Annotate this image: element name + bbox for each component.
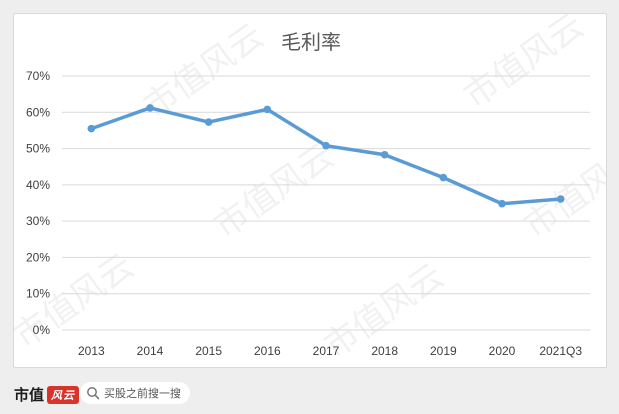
data-point xyxy=(263,105,272,114)
x-tick-label: 2018 xyxy=(371,344,398,358)
x-tick-label: 2013 xyxy=(78,344,105,358)
line-chart: 毛利率 0% 10% 20% 30% 40% 50% 60% 70% 2013 2014 2015… xyxy=(26,31,590,358)
x-tick-label: 2017 xyxy=(313,344,340,358)
brand-logo: 市值 风云 xyxy=(14,384,80,405)
x-tick-label: 2014 xyxy=(137,344,164,358)
y-tick-label: 30% xyxy=(26,214,50,228)
x-tick-label: 2015 xyxy=(195,344,222,358)
data-point xyxy=(146,104,154,112)
y-axis-ticks: 0% 10% 20% 30% 40% 50% 60% 70% xyxy=(26,69,50,337)
x-tick-label: 2016 xyxy=(254,344,281,358)
data-point xyxy=(322,141,330,150)
y-tick-label: 20% xyxy=(26,250,50,264)
y-tick-label: 40% xyxy=(26,178,50,192)
data-point xyxy=(204,118,213,126)
search-bar[interactable]: 买股之前搜一搜 xyxy=(80,382,190,404)
data-point xyxy=(439,173,448,182)
series-line xyxy=(89,106,563,206)
brand-logo-badge: 风云 xyxy=(47,385,80,404)
y-tick-label: 10% xyxy=(26,287,50,301)
search-placeholder: 买股之前搜一搜 xyxy=(104,387,181,400)
chart-card: 市值风云 市值风云 市值风云 市值风云 市值风云 市值风云 毛利率 0% 10% 2… xyxy=(13,13,607,368)
x-axis-ticks: 2013 2014 2015 2016 2017 2018 2019 2020 2021Q3 xyxy=(78,344,582,358)
x-tick-label: 2019 xyxy=(430,344,457,358)
y-tick-label: 50% xyxy=(26,142,50,156)
y-tick-label: 0% xyxy=(33,323,51,337)
data-point xyxy=(556,195,565,203)
x-tick-label: 2021Q3 xyxy=(539,344,582,358)
brand-text: 市值 xyxy=(14,386,45,404)
search-icon xyxy=(87,387,100,400)
chart-title: 毛利率 xyxy=(281,31,341,54)
y-tick-label: 70% xyxy=(26,69,50,83)
y-tick-label: 60% xyxy=(26,105,50,119)
data-point xyxy=(380,150,389,159)
series-line-group xyxy=(87,104,565,208)
footer: 市值 风云 买股之前搜一搜 xyxy=(0,368,619,414)
data-point xyxy=(498,199,506,208)
data-point xyxy=(87,124,96,133)
x-tick-label: 2020 xyxy=(489,344,516,358)
